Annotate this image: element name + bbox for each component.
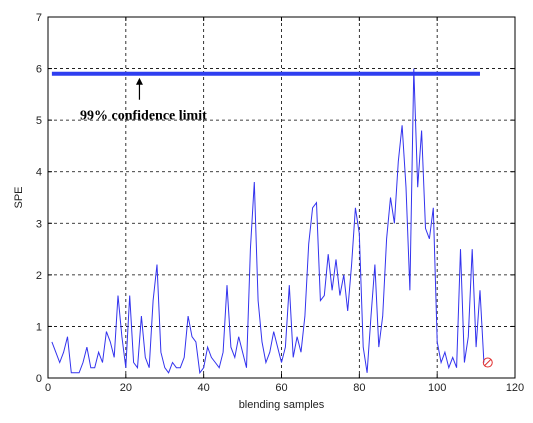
y-tick-label: 5 bbox=[36, 115, 42, 127]
x-tick-label: 100 bbox=[428, 382, 446, 394]
y-axis-title: SPE bbox=[13, 186, 25, 208]
confidence-limit-arrow bbox=[135, 77, 143, 100]
arrow-head bbox=[135, 77, 143, 85]
y-tick-label: 0 bbox=[36, 373, 42, 385]
axis-ticks bbox=[47, 16, 516, 379]
y-tick-label: 3 bbox=[36, 218, 42, 230]
x-tick-label: 60 bbox=[275, 382, 287, 394]
marker-circle bbox=[482, 357, 493, 368]
x-tick-label: 80 bbox=[353, 382, 365, 394]
y-tick-label: 1 bbox=[36, 321, 42, 333]
y-tick-label: 4 bbox=[36, 167, 42, 179]
x-tick-label: 40 bbox=[198, 382, 210, 394]
y-tick-label: 6 bbox=[36, 64, 42, 76]
marker-slash bbox=[484, 359, 492, 366]
x-tick-labels: 0 20 40 60 80 100 120 bbox=[45, 382, 524, 394]
y-tick-labels: 0 1 2 3 4 5 6 7 bbox=[36, 12, 42, 385]
x-tick-label: 0 bbox=[45, 382, 51, 394]
spe-series-line bbox=[51, 68, 485, 375]
last-sample-marker bbox=[482, 357, 493, 368]
y-tick-label: 7 bbox=[36, 12, 42, 24]
confidence-limit-label: 99% confidence limit bbox=[80, 109, 207, 124]
grid-lines bbox=[48, 17, 515, 378]
x-tick-label: 120 bbox=[506, 382, 524, 394]
x-axis-title: blending samples bbox=[239, 399, 325, 411]
x-tick-label: 20 bbox=[120, 382, 132, 394]
y-tick-label: 2 bbox=[36, 270, 42, 282]
